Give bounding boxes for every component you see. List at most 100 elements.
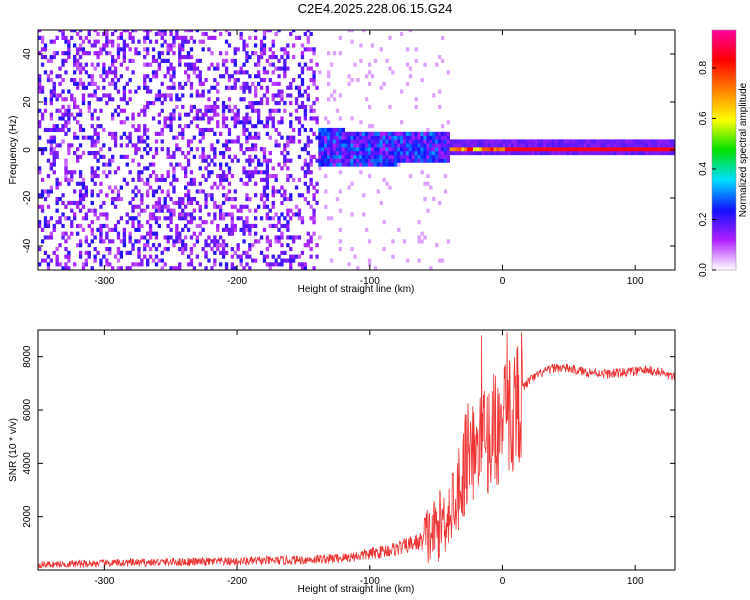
heatmap-cell xyxy=(64,239,68,244)
heatmap-cell xyxy=(324,127,328,133)
heatmap-cell xyxy=(373,158,378,163)
heatmap-cell xyxy=(64,162,68,167)
heatmap-cell xyxy=(61,104,65,110)
heatmap-cell xyxy=(160,58,164,63)
heatmap-cell xyxy=(636,143,640,148)
heatmap-cell xyxy=(271,39,275,44)
heatmap-cell xyxy=(274,93,278,98)
heatmap-cell xyxy=(645,151,649,156)
heatmap-cell xyxy=(131,30,135,33)
heatmap-cell xyxy=(286,135,290,140)
heatmap-cell xyxy=(137,227,141,232)
heatmap-cell xyxy=(242,227,246,232)
heatmap-cell xyxy=(280,223,284,229)
heatmap-cell xyxy=(184,216,188,221)
heatmap-cell xyxy=(303,162,308,167)
heatmap-cell xyxy=(172,177,176,182)
heatmap-cell xyxy=(52,93,56,98)
heatmap-cell xyxy=(81,177,86,182)
heatmap-cell xyxy=(274,174,278,179)
heatmap-cell xyxy=(242,127,246,133)
heatmap-cell xyxy=(230,247,235,252)
heatmap-cell xyxy=(248,231,252,236)
heatmap-cell xyxy=(96,39,100,44)
heatmap-cell xyxy=(178,43,182,48)
heatmap-cell xyxy=(327,127,331,133)
heatmap-cell xyxy=(543,143,547,148)
heatmap-cell xyxy=(338,151,343,156)
heatmap-cell xyxy=(426,139,430,144)
heatmap-cell xyxy=(146,51,150,56)
heatmap-cell xyxy=(362,154,366,159)
heatmap-cell xyxy=(289,85,293,90)
heatmap-cell xyxy=(245,170,249,175)
heatmap-cell xyxy=(484,143,489,148)
heatmap-cell xyxy=(397,162,401,167)
heatmap-cell xyxy=(540,143,544,148)
heatmap-cell xyxy=(113,185,118,190)
heatmap-cell xyxy=(175,135,179,140)
heatmap-cell xyxy=(181,39,185,44)
heatmap-cell xyxy=(40,39,45,44)
heatmap-cell xyxy=(90,151,94,156)
heatmap-cell xyxy=(160,30,164,33)
heatmap-cell xyxy=(67,200,71,206)
heatmap-cell xyxy=(67,47,71,52)
heatmap-cell xyxy=(402,143,407,148)
heatmap-cell xyxy=(344,151,348,156)
y-tick-label: 4000 xyxy=(22,452,33,475)
heatmap-cell xyxy=(271,108,275,113)
heatmap-cell xyxy=(671,139,675,144)
heatmap-cell xyxy=(671,143,675,148)
heatmap-cell xyxy=(166,170,170,175)
heatmap-cell xyxy=(283,108,287,113)
heatmap-cell xyxy=(163,235,167,240)
heatmap-cell xyxy=(271,200,275,206)
heatmap-cell xyxy=(113,135,118,140)
heatmap-cell xyxy=(259,43,264,48)
heatmap-cell xyxy=(286,223,290,229)
y-tick-label: 6000 xyxy=(22,398,33,421)
heatmap-cell xyxy=(207,89,211,94)
heatmap-cell xyxy=(286,51,290,56)
heatmap-cell xyxy=(99,108,103,113)
heatmap-cell xyxy=(81,85,86,90)
heatmap-cell xyxy=(221,124,226,129)
heatmap-cell xyxy=(111,158,115,163)
heatmap-cell xyxy=(38,81,42,86)
heatmap-cell xyxy=(122,231,127,236)
heatmap-cell xyxy=(259,250,264,255)
heatmap-cell xyxy=(356,151,360,156)
heatmap-cell xyxy=(46,235,51,240)
heatmap-cell xyxy=(332,51,337,56)
heatmap-cell xyxy=(58,181,62,186)
heatmap-cell xyxy=(125,162,129,167)
heatmap-cell xyxy=(347,139,351,144)
heatmap-cell xyxy=(236,47,240,52)
heatmap-cell xyxy=(475,147,480,152)
heatmap-cell xyxy=(151,116,156,121)
heatmap-cell xyxy=(108,81,112,86)
heatmap-cell xyxy=(440,151,445,156)
heatmap-cell xyxy=(423,147,427,152)
heatmap-cell xyxy=(277,108,281,113)
heatmap-cell xyxy=(169,112,173,117)
heatmap-cell xyxy=(330,154,334,159)
heatmap-cell xyxy=(172,166,176,171)
heatmap-cell xyxy=(382,158,386,163)
heatmap-cell xyxy=(207,66,211,71)
heatmap-cell xyxy=(332,139,337,144)
heatmap-cell xyxy=(359,135,363,140)
heatmap-cell xyxy=(341,162,345,167)
heatmap-cell xyxy=(90,174,94,179)
heatmap-cell xyxy=(297,193,302,198)
heatmap-cell xyxy=(619,147,623,152)
heatmap-cell xyxy=(446,158,451,163)
heatmap-cell xyxy=(111,227,115,232)
heatmap-cell xyxy=(277,89,281,94)
heatmap-cell xyxy=(230,254,235,259)
heatmap-cell xyxy=(166,43,170,48)
heatmap-cell xyxy=(207,170,211,175)
heatmap-cell xyxy=(265,193,270,198)
heatmap-cell xyxy=(359,170,363,175)
